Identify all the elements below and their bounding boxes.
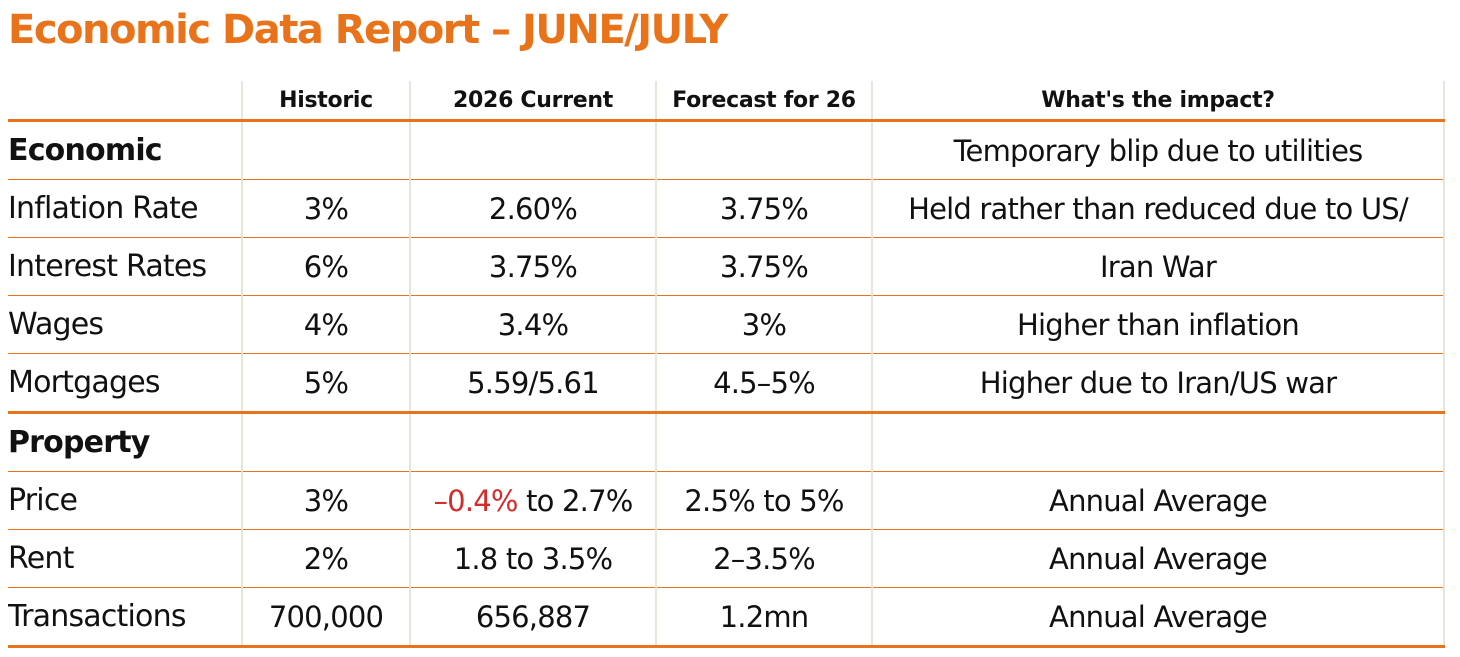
impact-cell: Higher due to Iran/US war <box>871 353 1445 414</box>
section-label: Economic <box>8 120 242 180</box>
historic-cell: 3% <box>241 179 410 238</box>
impact-cell: Held rather than reduced due to US/ <box>871 179 1445 238</box>
economic-data-table: Historic 2026 Current Forecast for 26 Wh… <box>8 81 1445 648</box>
historic-cell: 2% <box>241 529 410 588</box>
impact-cell: Iran War <box>871 237 1445 296</box>
historic-cell: 4% <box>241 295 410 354</box>
current-cell: 3.4% <box>409 295 656 354</box>
impact-cell: Annual Average <box>871 471 1445 530</box>
current-cell: 2.60% <box>409 179 656 238</box>
table-row: Inflation Rate 3% 2.60% 3.75% Held rathe… <box>8 179 1445 238</box>
historic-cell <box>241 120 410 180</box>
forecast-cell: 1.2mn <box>655 587 872 648</box>
table-row: Price 3% –0.4% to 2.7% 2.5% to 5% Annual… <box>8 471 1445 530</box>
current-value-rest: to 2.7% <box>517 483 633 518</box>
forecast-cell <box>655 412 872 472</box>
impact-cell: Annual Average <box>871 587 1445 648</box>
forecast-cell: 3.75% <box>655 179 872 238</box>
current-cell: 3.75% <box>409 237 656 296</box>
report-title: Economic Data Report – JUNE/JULY <box>8 7 728 53</box>
forecast-cell: 3.75% <box>655 237 872 296</box>
current-cell: 1.8 to 3.5% <box>409 529 656 588</box>
table-row: Rent 2% 1.8 to 3.5% 2–3.5% Annual Averag… <box>8 529 1445 588</box>
table-row: Interest Rates 6% 3.75% 3.75% Iran War <box>8 237 1445 296</box>
header-forecast: Forecast for 26 <box>655 81 872 122</box>
impact-cell: Annual Average <box>871 529 1445 588</box>
current-cell: 5.59/5.61 <box>409 353 656 414</box>
forecast-cell: 2.5% to 5% <box>655 471 872 530</box>
negative-value: –0.4% <box>433 483 518 518</box>
section-row-property: Property <box>8 412 1445 472</box>
historic-cell <box>241 412 410 472</box>
header-historic: Historic <box>241 81 410 122</box>
header-impact: What's the impact? <box>871 81 1445 122</box>
header-cell-blank <box>8 81 242 122</box>
forecast-cell <box>655 120 872 180</box>
row-label: Transactions <box>8 587 242 648</box>
section-row-economic: Economic Temporary blip due to utilities <box>8 120 1445 180</box>
section-label: Property <box>8 412 242 472</box>
row-label: Mortgages <box>8 353 242 414</box>
current-cell: –0.4% to 2.7% <box>409 471 656 530</box>
historic-cell: 3% <box>241 471 410 530</box>
row-label: Inflation Rate <box>8 179 242 238</box>
table-row: Mortgages 5% 5.59/5.61 4.5–5% Higher due… <box>8 353 1445 414</box>
current-cell <box>409 120 656 180</box>
table-header-row: Historic 2026 Current Forecast for 26 Wh… <box>8 81 1445 122</box>
current-cell <box>409 412 656 472</box>
impact-cell: Temporary blip due to utilities <box>871 120 1445 180</box>
historic-cell: 6% <box>241 237 410 296</box>
current-cell: 656,887 <box>409 587 656 648</box>
impact-cell: Higher than inflation <box>871 295 1445 354</box>
row-label: Price <box>8 471 242 530</box>
row-label: Wages <box>8 295 242 354</box>
forecast-cell: 2–3.5% <box>655 529 872 588</box>
table-row: Transactions 700,000 656,887 1.2mn Annua… <box>8 587 1445 648</box>
forecast-cell: 4.5–5% <box>655 353 872 414</box>
table-row: Wages 4% 3.4% 3% Higher than inflation <box>8 295 1445 354</box>
forecast-cell: 3% <box>655 295 872 354</box>
historic-cell: 5% <box>241 353 410 414</box>
row-label: Rent <box>8 529 242 588</box>
historic-cell: 700,000 <box>241 587 410 648</box>
impact-cell <box>871 412 1445 472</box>
header-2026-current: 2026 Current <box>409 81 656 122</box>
row-label: Interest Rates <box>8 237 242 296</box>
